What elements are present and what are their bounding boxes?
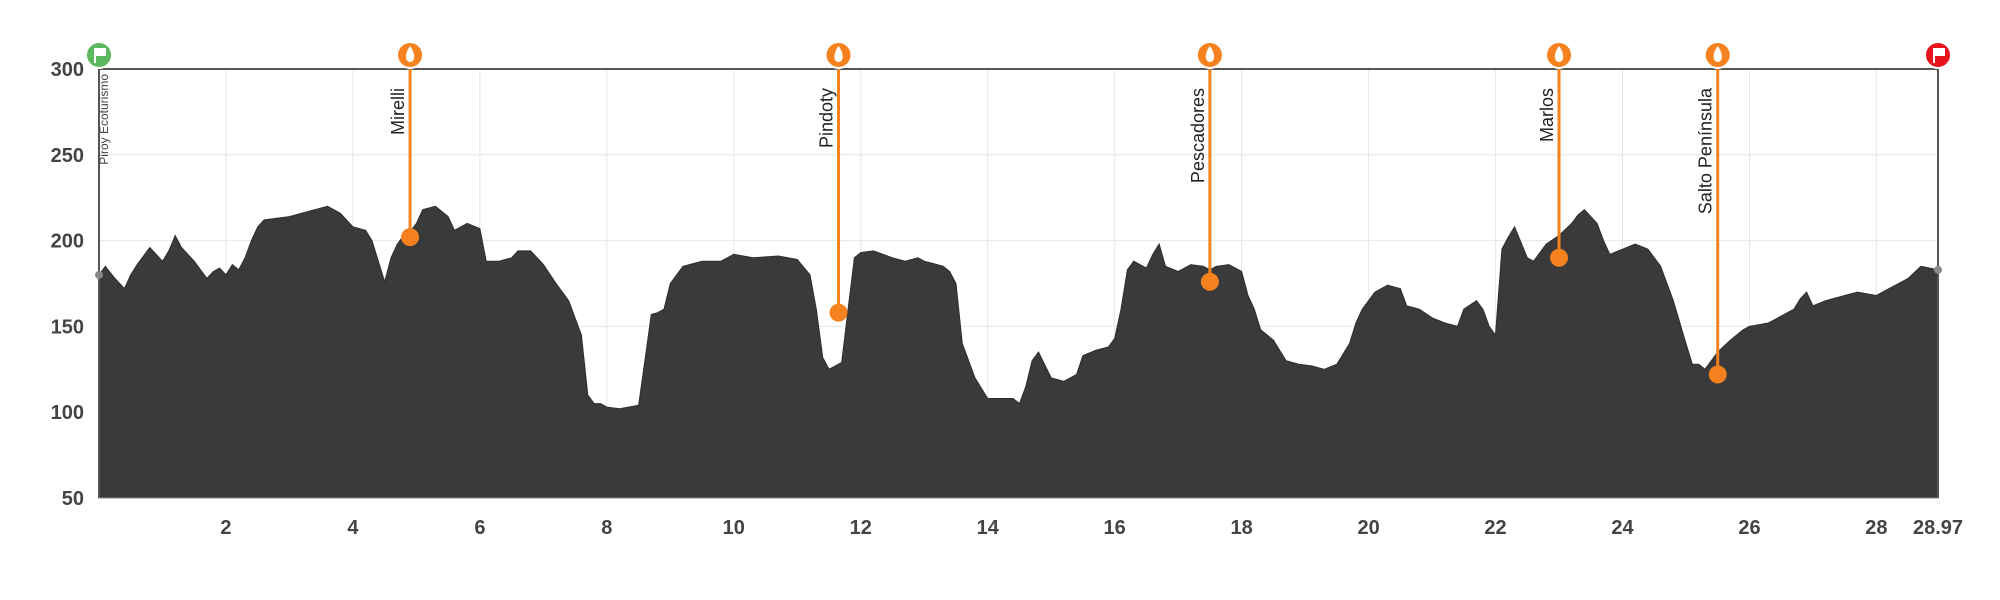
water-drop-icon[interactable]: [824, 41, 853, 69]
elevation-area-path: [98, 205, 1939, 499]
y-axis-tick-labels: 50 100 150 200 250 300: [51, 59, 84, 510]
waypoints: Mirelli Pindoty Pescadores Marlos Salto Pení…: [388, 41, 1732, 384]
waypoint-point[interactable]: [401, 228, 420, 247]
waypoint-label: Marlos: [1537, 88, 1557, 142]
y-tick-label: 300: [51, 59, 84, 81]
y-tick-label: 250: [51, 145, 84, 167]
finish-flag-icon[interactable]: [1924, 41, 1952, 69]
x-tick-label: 22: [1484, 517, 1506, 539]
x-tick-label: 28: [1865, 517, 1887, 539]
waypoint-point[interactable]: [829, 303, 848, 322]
water-drop-icon[interactable]: [1703, 41, 1732, 69]
waypoint-label: Salto Península: [1696, 87, 1716, 214]
route-end-point: [1934, 265, 1942, 274]
waypoint-pindoty[interactable]: Pindoty: [817, 41, 853, 322]
x-tick-label: 28.97: [1913, 517, 1963, 539]
y-tick-label: 50: [62, 488, 84, 510]
route-flags: Piroy Ecoturismo: [85, 41, 1952, 165]
waypoint-marlos[interactable]: Marlos: [1537, 41, 1574, 267]
elevation-area: [98, 205, 1939, 499]
x-tick-label: 18: [1231, 517, 1253, 539]
waypoint-point[interactable]: [1708, 365, 1727, 384]
y-tick-label: 150: [51, 316, 84, 338]
x-tick-label: 16: [1104, 517, 1126, 539]
waypoint-label: Mirelli: [388, 88, 408, 135]
waypoint-salto-península[interactable]: Salto Península: [1696, 41, 1732, 384]
x-tick-label: 2: [220, 517, 231, 539]
waypoint-point[interactable]: [1200, 272, 1219, 291]
axes: [95, 68, 1942, 499]
start-location-label: Piroy Ecoturismo: [97, 74, 111, 165]
waypoint-label: Pindoty: [817, 88, 837, 148]
x-tick-label: 10: [723, 517, 745, 539]
x-tick-label: 8: [601, 517, 612, 539]
waypoint-mirelli[interactable]: Mirelli: [388, 41, 425, 247]
waypoint-point[interactable]: [1550, 248, 1569, 267]
water-drop-icon[interactable]: [1545, 41, 1574, 69]
x-axis-tick-labels: 2 4 6 8 10 12 14 16 18 20 22 24 26 28 28.97: [220, 517, 1963, 539]
start-flag-icon[interactable]: [85, 41, 113, 69]
x-tick-label: 6: [474, 517, 485, 539]
x-tick-label: 24: [1611, 517, 1634, 539]
water-drop-icon[interactable]: [396, 41, 425, 69]
waypoint-label: Pescadores: [1188, 88, 1208, 183]
water-drop-icon[interactable]: [1195, 41, 1224, 69]
y-tick-label: 100: [51, 402, 84, 424]
route-start-point: [95, 270, 103, 279]
x-tick-label: 20: [1357, 517, 1379, 539]
y-tick-label: 200: [51, 231, 84, 253]
waypoint-pescadores[interactable]: Pescadores: [1188, 41, 1224, 291]
x-tick-label: 14: [977, 517, 1000, 539]
x-tick-label: 26: [1738, 517, 1760, 539]
x-tick-label: 12: [850, 517, 872, 539]
x-tick-label: 4: [347, 517, 359, 539]
